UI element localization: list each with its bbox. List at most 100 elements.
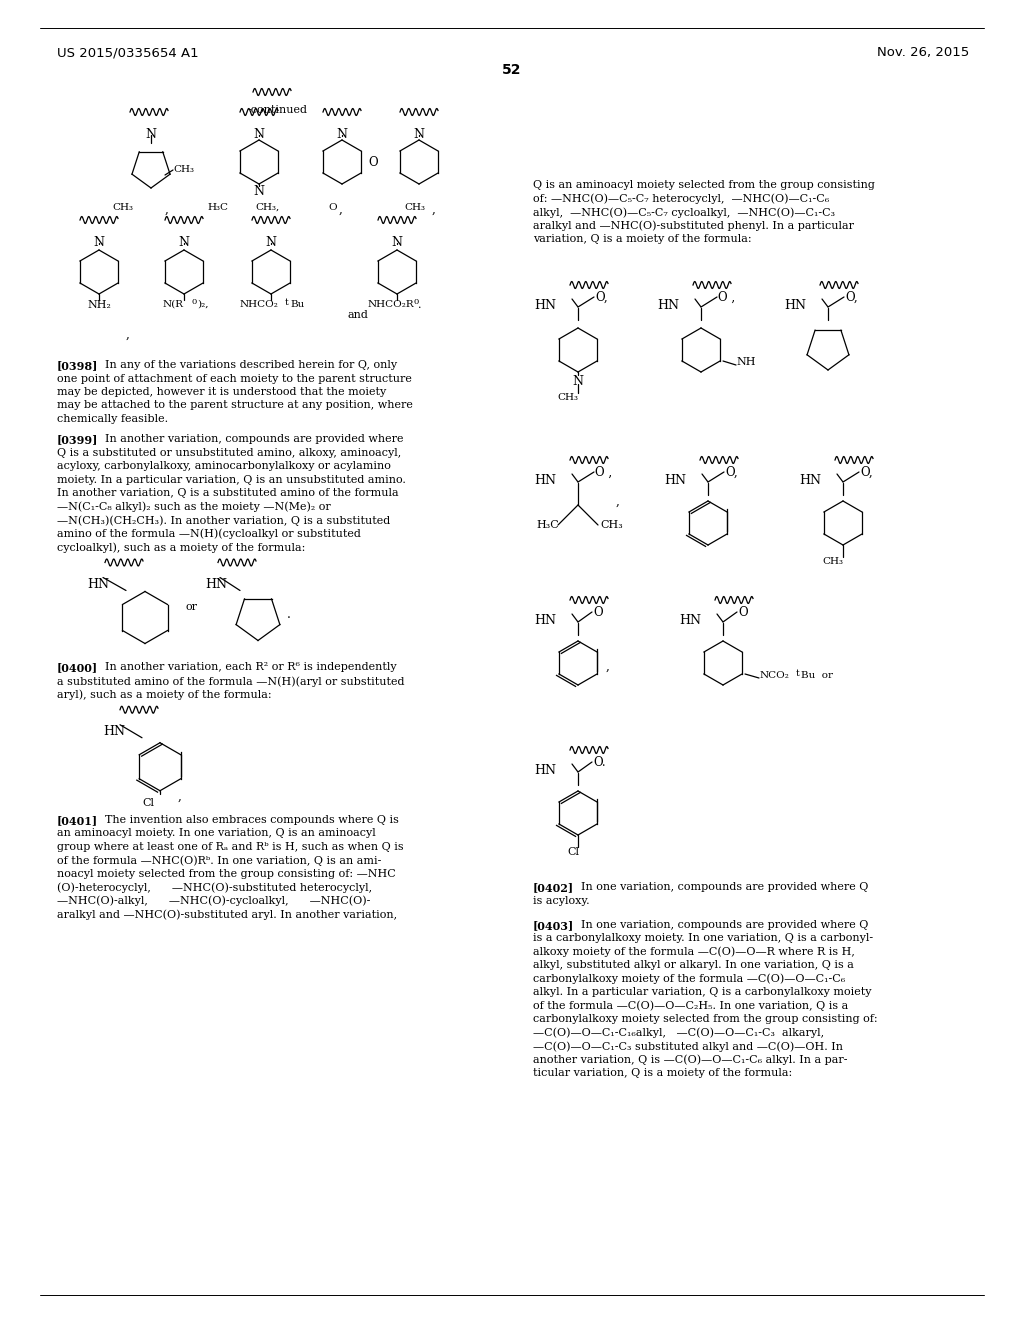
Text: O: O <box>328 203 337 213</box>
Text: ,: , <box>165 203 169 216</box>
Text: HN: HN <box>534 614 556 627</box>
Text: CH₃,: CH₃, <box>255 203 280 213</box>
Text: Bu: Bu <box>290 300 304 309</box>
Text: .: . <box>418 300 422 310</box>
Text: CH₃: CH₃ <box>600 520 623 531</box>
Text: [0400]: [0400] <box>57 663 98 673</box>
Text: HN: HN <box>534 474 556 487</box>
Text: N: N <box>178 236 189 249</box>
Text: N: N <box>414 128 425 141</box>
Text: CH₃: CH₃ <box>404 203 425 213</box>
Text: alkyl, substituted alkyl or alkaryl. In one variation, Q is a: alkyl, substituted alkyl or alkaryl. In … <box>534 961 854 970</box>
Text: —C(O)—O—C₁-C₃ substituted alkyl and —C(O)—OH. In: —C(O)—O—C₁-C₃ substituted alkyl and —C(O… <box>534 1041 843 1052</box>
Text: [0403]: [0403] <box>534 920 574 931</box>
Text: CH₃: CH₃ <box>112 203 133 213</box>
Text: ,: , <box>432 203 436 216</box>
Text: and: and <box>348 310 369 319</box>
Text: an aminoacyl moiety. In one variation, Q is an aminoacyl: an aminoacyl moiety. In one variation, Q… <box>57 828 376 838</box>
Text: ,: , <box>339 203 343 216</box>
Text: carbonylalkoxy moiety selected from the group consisting of:: carbonylalkoxy moiety selected from the … <box>534 1014 878 1024</box>
Text: In one variation, compounds are provided where Q: In one variation, compounds are provided… <box>581 920 868 929</box>
Text: O,: O, <box>595 290 607 304</box>
Text: —N(C₁-C₈ alkyl)₂ such as the moiety —N(Me)₂ or: —N(C₁-C₈ alkyl)₂ such as the moiety —N(M… <box>57 502 331 512</box>
Text: N: N <box>265 236 276 249</box>
Text: chemically feasible.: chemically feasible. <box>57 414 168 424</box>
Text: ,: , <box>126 327 130 341</box>
Text: alkoxy moiety of the formula —C(O)—O—R where R is H,: alkoxy moiety of the formula —C(O)—O—R w… <box>534 946 855 957</box>
Text: HN: HN <box>799 474 821 487</box>
Text: HN: HN <box>664 474 686 487</box>
Text: HN: HN <box>103 725 125 738</box>
Text: t: t <box>796 668 800 677</box>
Text: acyloxy, carbonylalkoxy, aminocarbonylalkoxy or acylamino: acyloxy, carbonylalkoxy, aminocarbonylal… <box>57 461 391 471</box>
Text: of the formula —NHC(O)Rᵇ. In one variation, Q is an ami-: of the formula —NHC(O)Rᵇ. In one variati… <box>57 855 381 866</box>
Text: [0398]: [0398] <box>57 360 98 371</box>
Text: aralkyl and —NHC(O)-substituted aryl. In another variation,: aralkyl and —NHC(O)-substituted aryl. In… <box>57 909 397 920</box>
Text: another variation, Q is —C(O)—O—C₁-C₆ alkyl. In a par-: another variation, Q is —C(O)—O—C₁-C₆ al… <box>534 1055 848 1065</box>
Text: Cl: Cl <box>567 847 579 857</box>
Text: a substituted amino of the formula —N(H)(aryl or substituted: a substituted amino of the formula —N(H)… <box>57 676 404 686</box>
Text: one point of attachment of each moiety to the parent structure: one point of attachment of each moiety t… <box>57 374 412 384</box>
Text: alkyl,  —NHC(O)—C₅-C₇ cycloalkyl,  —NHC(O)—C₁-C₃: alkyl, —NHC(O)—C₅-C₇ cycloalkyl, —NHC(O)… <box>534 207 836 218</box>
Text: Bu  or: Bu or <box>801 671 833 680</box>
Text: HN: HN <box>87 578 109 590</box>
Text: may be depicted, however it is understood that the moiety: may be depicted, however it is understoo… <box>57 387 386 397</box>
Text: NH₂: NH₂ <box>87 300 111 310</box>
Text: ,: , <box>178 789 182 803</box>
Text: The invention also embraces compounds where Q is: The invention also embraces compounds wh… <box>105 814 399 825</box>
Text: -continued: -continued <box>248 106 308 115</box>
Text: N: N <box>93 236 104 249</box>
Text: t: t <box>285 298 289 308</box>
Text: noacyl moiety selected from the group consisting of: —NHC: noacyl moiety selected from the group co… <box>57 869 395 879</box>
Text: is acyloxy.: is acyloxy. <box>534 895 590 906</box>
Text: )₂,: )₂, <box>197 300 209 309</box>
Text: H₃C: H₃C <box>207 203 228 213</box>
Text: Q is a substituted or unsubstituted amino, alkoxy, aminoacyl,: Q is a substituted or unsubstituted amin… <box>57 447 401 458</box>
Text: ticular variation, Q is a moiety of the formula:: ticular variation, Q is a moiety of the … <box>534 1068 793 1078</box>
Text: —C(O)—O—C₁-C₁₆alkyl,   —C(O)—O—C₁-C₃  alkaryl,: —C(O)—O—C₁-C₁₆alkyl, —C(O)—O—C₁-C₃ alkar… <box>534 1028 824 1039</box>
Text: N: N <box>391 236 402 249</box>
Text: [0401]: [0401] <box>57 814 98 826</box>
Text: N: N <box>337 128 347 141</box>
Text: amino of the formula —N(H)(cycloalkyl or substituted: amino of the formula —N(H)(cycloalkyl or… <box>57 529 360 540</box>
Text: 52: 52 <box>502 63 522 77</box>
Text: CH₃: CH₃ <box>173 165 194 174</box>
Text: HN: HN <box>679 614 701 627</box>
Text: NCO₂: NCO₂ <box>760 671 790 680</box>
Text: ,: , <box>606 660 610 673</box>
Text: HN: HN <box>784 300 806 312</box>
Text: O,: O, <box>725 466 737 479</box>
Text: variation, Q is a moiety of the formula:: variation, Q is a moiety of the formula: <box>534 234 752 244</box>
Text: N: N <box>145 128 157 141</box>
Text: O: O <box>593 606 603 619</box>
Text: O ,: O , <box>718 290 735 304</box>
Text: N: N <box>254 185 264 198</box>
Text: HN: HN <box>534 300 556 312</box>
Text: O.: O. <box>593 755 605 768</box>
Text: carbonylalkoxy moiety of the formula —C(O)—O—C₁-C₆: carbonylalkoxy moiety of the formula —C(… <box>534 974 845 985</box>
Text: N: N <box>572 375 584 388</box>
Text: Nov. 26, 2015: Nov. 26, 2015 <box>877 46 969 59</box>
Text: NH: NH <box>736 356 756 367</box>
Text: H₃C: H₃C <box>536 520 559 531</box>
Text: O,: O, <box>860 466 872 479</box>
Text: may be attached to the parent structure at any position, where: may be attached to the parent structure … <box>57 400 413 411</box>
Text: In any of the variations described herein for Q, only: In any of the variations described herei… <box>105 360 397 370</box>
Text: —NHC(O)-alkyl,      —NHC(O)-cycloalkyl,      —NHC(O)-: —NHC(O)-alkyl, —NHC(O)-cycloalkyl, —NHC(… <box>57 896 371 907</box>
Text: Cl: Cl <box>142 797 154 808</box>
Text: HN: HN <box>657 300 679 312</box>
Text: .: . <box>287 607 291 620</box>
Text: In another variation, each R² or R⁶ is independently: In another variation, each R² or R⁶ is i… <box>105 663 396 672</box>
Text: alkyl. In a particular variation, Q is a carbonylalkoxy moiety: alkyl. In a particular variation, Q is a… <box>534 987 871 998</box>
Text: CH₃: CH₃ <box>557 393 579 403</box>
Text: In one variation, compounds are provided where Q: In one variation, compounds are provided… <box>581 882 868 892</box>
Text: O,: O, <box>845 290 858 304</box>
Text: or: or <box>186 602 198 612</box>
Text: CH₃: CH₃ <box>822 557 844 566</box>
Text: [0399]: [0399] <box>57 434 98 445</box>
Text: N(R: N(R <box>163 300 184 309</box>
Text: NHCO₂R: NHCO₂R <box>368 300 415 309</box>
Text: (O)-heterocyclyl,      —NHC(O)-substituted heterocyclyl,: (O)-heterocyclyl, —NHC(O)-substituted he… <box>57 882 372 892</box>
Text: HN: HN <box>205 578 227 590</box>
Text: 0: 0 <box>413 298 418 306</box>
